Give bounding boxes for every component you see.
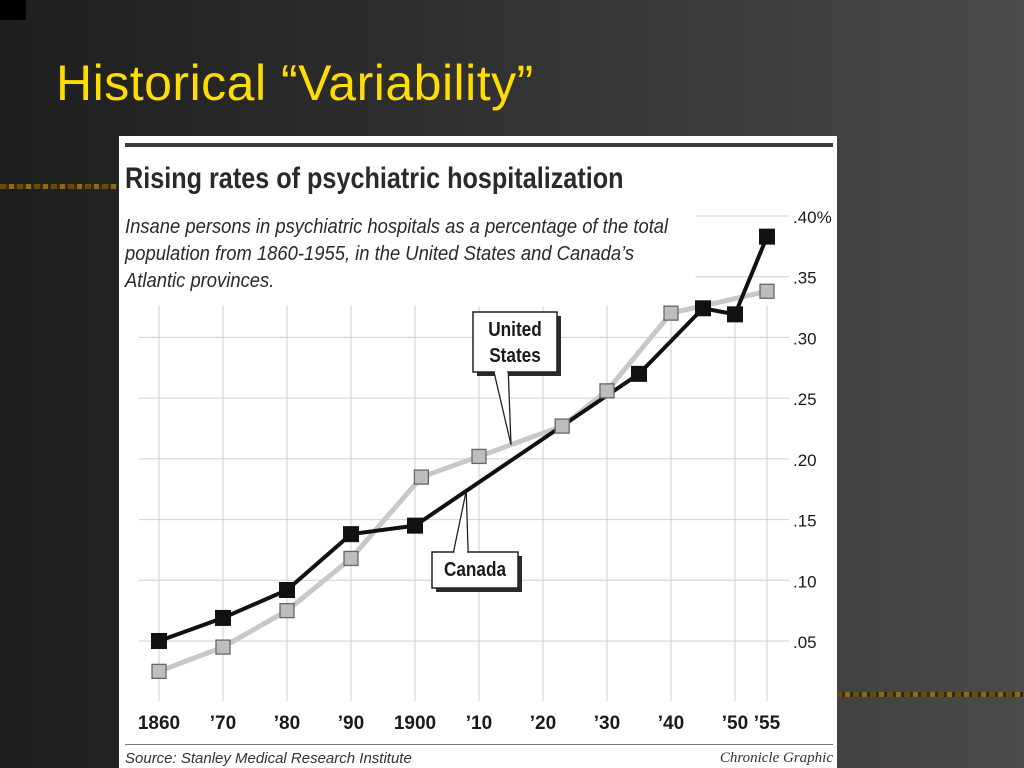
corner-mark — [0, 0, 26, 20]
y-tick-label: .30 — [793, 329, 817, 348]
data-point-canada — [343, 526, 359, 543]
x-tick-label: ’20 — [530, 713, 556, 734]
chart-top-rule — [125, 143, 833, 147]
data-point-canada — [151, 633, 167, 649]
data-point-canada — [631, 365, 647, 382]
annotation-united-states: United States — [472, 311, 561, 445]
slide-title: Historical “Variability” — [56, 55, 534, 111]
annotation-pointer — [493, 371, 512, 445]
annotation-label: Canada — [444, 558, 507, 581]
chart-bottom-rule — [125, 744, 833, 745]
data-point-canada — [695, 300, 711, 317]
annotation-canada: Canada — [431, 490, 522, 592]
data-point-united-states — [279, 602, 295, 619]
data-point-united-states — [471, 448, 487, 465]
x-tick-label: ’55 — [754, 713, 781, 734]
data-point-united-states — [599, 383, 615, 399]
decorative-divider-right — [836, 692, 1024, 697]
decorative-divider-left — [0, 184, 122, 189]
y-tick-label: .25 — [793, 390, 817, 409]
data-point-united-states — [554, 418, 570, 434]
annotation-box — [431, 551, 519, 589]
x-tick-label: ’70 — [210, 713, 236, 734]
chart-source: Source: Stanley Medical Research Institu… — [125, 750, 412, 767]
y-tick-label: .20 — [793, 451, 817, 470]
x-tick-label: ’80 — [274, 713, 300, 734]
chart-credit: Chronicle Graphic — [719, 750, 833, 766]
data-point-united-states — [343, 550, 359, 567]
x-tick-label: ’50 — [722, 713, 748, 734]
data-point-united-states — [413, 469, 430, 485]
chart-panel: 1860 ’70 ’80 ’90 1900 ’10 ’20 ’30 ’40 ’50 ’55 .05 .1… — [119, 136, 837, 768]
x-tick-label: 1900 — [394, 713, 436, 734]
x-tick-label: ’90 — [338, 713, 364, 734]
x-tick-label: 1860 — [138, 713, 180, 734]
y-tick-label: .10 — [793, 572, 817, 591]
data-point-canada — [215, 609, 231, 626]
y-tick-label: .15 — [793, 512, 817, 531]
data-point-united-states — [759, 283, 775, 299]
x-tick-label: ’40 — [658, 713, 684, 734]
annotation-label: States — [489, 344, 541, 367]
y-tick-label: .40% — [793, 208, 832, 227]
y-tick-label: .05 — [793, 633, 817, 652]
x-tick-label: ’30 — [594, 713, 620, 734]
data-point-canada — [759, 228, 775, 245]
chart-subtitle: Insane persons in psychiatric hospitals … — [125, 214, 696, 295]
data-point-canada — [407, 517, 423, 534]
data-point-united-states — [215, 639, 231, 655]
x-tick-label: ’10 — [466, 713, 492, 734]
annotation-label: United — [488, 318, 541, 341]
data-point-canada — [279, 582, 295, 598]
chart-title: Rising rates of psychiatric hospitalizat… — [125, 162, 624, 195]
annotation-box — [472, 311, 558, 373]
line-chart: 1860 ’70 ’80 ’90 1900 ’10 ’20 ’30 ’40 ’50 ’55 .05 .1… — [138, 208, 832, 734]
y-tick-label: .35 — [793, 269, 817, 288]
data-point-canada — [727, 306, 743, 323]
series-line-united-states — [158, 288, 768, 674]
data-point-united-states — [663, 305, 679, 321]
data-point-united-states — [151, 663, 167, 680]
